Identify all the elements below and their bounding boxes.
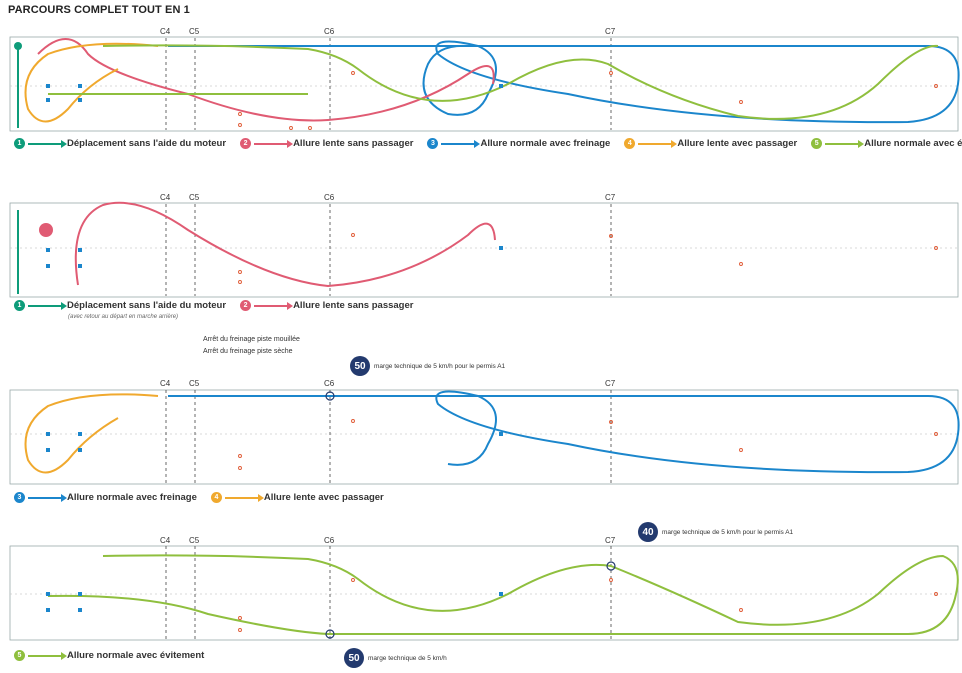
course-diagram-1: C4 C5 C6 C7 xyxy=(9,27,960,132)
legend-subtext: (avec retour au départ en marche arrière… xyxy=(68,314,179,320)
arrow-icon xyxy=(28,651,67,660)
legend-badge: 1 xyxy=(14,138,25,149)
legend-panel-3: 3 Allure normale avec freinage 4 Allure … xyxy=(14,492,384,503)
course-diagram-4: C4 C5 C6 C7 xyxy=(9,536,959,641)
panel-slow-course: C4 C5 C6 C7 1 Déplacement sans l'aide du… xyxy=(8,190,962,330)
cone-label-c5: C5 xyxy=(189,193,200,202)
legend-item-1: 1 Déplacement sans l'aide du moteur xyxy=(14,138,226,149)
legend-label: Allure lente sans passager xyxy=(293,300,414,311)
legend-item-1: 1 Déplacement sans l'aide du moteur xyxy=(14,300,226,311)
stopwatch-icon xyxy=(39,223,53,237)
note-wet-braking: Arrêt du freinage piste mouillée xyxy=(203,336,300,343)
arrow-icon xyxy=(28,301,67,310)
arrow-icon xyxy=(28,493,67,502)
legend-label: Déplacement sans l'aide du moteur xyxy=(67,300,227,311)
legend-item-5: 5 Allure normale avec évitement xyxy=(811,138,962,149)
cone-label-c5: C5 xyxy=(189,536,200,545)
route-5-line xyxy=(47,554,959,635)
legend-badge: 3 xyxy=(14,492,25,503)
legend-label: Allure normale avec évitement xyxy=(67,650,205,661)
route-3-line xyxy=(168,40,960,124)
speed-limit-badge: 50 xyxy=(350,356,370,376)
route-3-line xyxy=(168,390,960,474)
cone-label-c6: C6 xyxy=(324,27,335,36)
speed-note-top: 40 marge technique de 5 km/h pour le per… xyxy=(638,522,793,542)
route-1-start xyxy=(14,42,22,50)
legend-item-3: 3 Allure normale avec freinage xyxy=(427,138,610,149)
speed-limit-badge: 50 xyxy=(344,648,364,668)
cone-label-c6: C6 xyxy=(324,379,335,388)
legend-badge: 2 xyxy=(240,300,252,311)
speed-check-point xyxy=(325,629,335,639)
route-4-line xyxy=(24,393,159,474)
track-border xyxy=(9,389,959,485)
arrow-icon xyxy=(254,301,294,310)
note-dry-braking: Arrêt du freinage piste sèche xyxy=(203,348,293,355)
speed-note-text: marge technique de 5 km/h pour le permis… xyxy=(374,362,506,370)
legend-badge: 5 xyxy=(14,650,25,661)
panel-avoidance-course: 40 marge technique de 5 km/h pour le per… xyxy=(8,520,962,670)
speed-note-top: 50 marge technique de 5 km/h pour le per… xyxy=(350,356,505,376)
cone-label-c4: C4 xyxy=(160,536,171,545)
legend-label: Allure normale avec évitement xyxy=(864,138,962,149)
arrow-icon xyxy=(28,139,67,148)
cone-label-c7: C7 xyxy=(605,536,616,545)
track-border xyxy=(9,202,959,298)
track-border xyxy=(9,545,959,641)
legend-badge: 2 xyxy=(240,138,252,149)
legend-item-5: 5 Allure normale avec évitement xyxy=(14,650,204,661)
route-2-line xyxy=(37,38,495,122)
arrow-icon xyxy=(224,493,264,502)
panel-braking-course: Arrêt du freinage piste mouillée Arrêt d… xyxy=(8,336,962,506)
legend-label: Allure lente sans passager xyxy=(293,138,414,149)
legend-label: Déplacement sans l'aide du moteur xyxy=(67,138,227,149)
speed-check-point xyxy=(325,391,335,401)
arrow-icon xyxy=(638,139,678,148)
arrow-icon xyxy=(441,139,481,148)
cone-label-c4: C4 xyxy=(160,379,171,388)
legend-item-2: 2 Allure lente sans passager xyxy=(240,300,413,311)
legend-item-4: 4 Allure lente avec passager xyxy=(624,138,797,149)
cone-label-c5: C5 xyxy=(189,27,200,36)
cone-label-c6: C6 xyxy=(324,193,335,202)
route-5-line xyxy=(48,44,939,120)
speed-limit-badge: 40 xyxy=(638,522,658,542)
speed-note-text: marge technique de 5 km/h pour le permis… xyxy=(662,528,794,536)
speed-check-point xyxy=(606,561,616,571)
cone-label-c4: C4 xyxy=(160,27,171,36)
legend-label: Allure normale avec freinage xyxy=(67,492,197,503)
course-diagram-2: C4 C5 C6 C7 xyxy=(9,193,959,298)
cone-label-c7: C7 xyxy=(605,193,616,202)
legend-panel-2: 1 Déplacement sans l'aide du moteur 2 Al… xyxy=(14,300,413,311)
legend-badge: 4 xyxy=(624,138,636,149)
legend-label: Allure normale avec freinage xyxy=(480,138,611,149)
legend-label: Allure lente avec passager xyxy=(677,138,798,149)
legend-item-4: 4 Allure lente avec passager xyxy=(210,492,384,503)
cone-label-c6: C6 xyxy=(324,536,335,545)
page-title: PARCOURS COMPLET TOUT EN 1 xyxy=(8,4,190,16)
arrow-icon xyxy=(825,139,865,148)
legend-item-2: 2 Allure lente sans passager xyxy=(240,138,413,149)
cone-label-c7: C7 xyxy=(605,27,616,36)
legend-badge: 5 xyxy=(811,138,823,149)
legend-badge: 3 xyxy=(427,138,439,149)
speed-note-bottom: 50 marge technique de 5 km/h xyxy=(344,648,447,668)
legend-badge: 4 xyxy=(210,492,222,503)
panel-complete-course: C4 C5 C6 C7 1 Déplacement sans l'aide du xyxy=(8,24,962,154)
legend-item-3: 3 Allure normale avec freinage xyxy=(14,492,197,503)
speed-note-text: marge technique de 5 km/h xyxy=(368,654,447,662)
cone-label-c4: C4 xyxy=(160,193,171,202)
legend-panel-1: 1 Déplacement sans l'aide du moteur 2 Al… xyxy=(14,138,962,149)
cone-label-c7: C7 xyxy=(605,379,616,388)
arrow-icon xyxy=(254,139,294,148)
legend-badge: 1 xyxy=(14,300,25,311)
route-2-line xyxy=(74,201,496,288)
route-4-line xyxy=(24,42,159,123)
legend-label: Allure lente avec passager xyxy=(263,492,384,503)
cone-label-c5: C5 xyxy=(189,379,200,388)
legend-panel-4: 5 Allure normale avec évitement xyxy=(14,650,204,661)
course-diagram-3: C4 C5 C6 C7 xyxy=(9,379,960,485)
